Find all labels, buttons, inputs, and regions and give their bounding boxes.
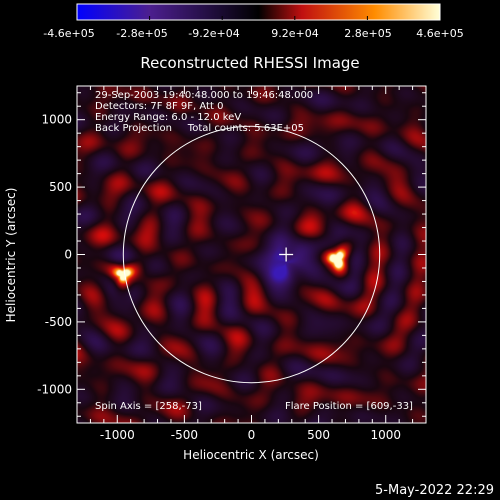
plot-title: Reconstructed RHESSI Image: [140, 54, 359, 72]
energy-range-text: Energy Range: 6.0 - 12.0 keV: [95, 112, 241, 123]
colorbar-tick-label: 2.8e+05: [344, 27, 391, 40]
x-tick-label: -1000: [100, 428, 135, 442]
y-tick-label: 0: [64, 248, 72, 262]
axis-tick-labels: -1000 -500 0 500 1000 -1000 -500 0 500 1000: [37, 113, 401, 442]
spin-axis-text: Spin Axis = [258,-73]: [95, 401, 202, 412]
y-tick-label: 500: [49, 180, 72, 194]
x-tick-label: 1000: [370, 428, 401, 442]
y-tick-label: -1000: [37, 382, 72, 396]
colorbar-tick-label: -4.6e+05: [43, 27, 94, 40]
time-range-text: 29-Sep-2003 19:40:48.000 to 19:46:48.000: [95, 90, 313, 101]
footer-date: 5-May-2022 22:29: [375, 483, 494, 498]
colorbar-ticks: [149, 16, 368, 20]
y-tick-label: -500: [45, 315, 72, 329]
x-tick-label: -500: [171, 428, 198, 442]
colorbar-tick-label: 4.6e+05: [416, 27, 463, 40]
x-tick-label: 500: [307, 428, 330, 442]
y-tick-label: 1000: [41, 113, 72, 127]
colorbar-tick-label: -9.2e+04: [188, 27, 239, 40]
axis-ticks: [77, 86, 426, 423]
x-tick-label: 0: [248, 428, 256, 442]
flare-position-text: Flare Position = [609,-33]: [285, 401, 413, 412]
x-axis-title: Heliocentric X (arcsec): [183, 448, 319, 462]
colorbar-tick-label: 9.2e+04: [271, 27, 318, 40]
colorbar: [76, 3, 441, 21]
method-counts-text: Back Projection Total counts: 5.63E+05: [95, 123, 304, 134]
image-container: [77, 86, 426, 423]
solar-limb-circle: [122, 125, 381, 384]
flare-cross-marker: [279, 247, 294, 262]
detectors-text: Detectors: 7F 8F 9F, Att 0: [95, 101, 223, 112]
colorbar-tick-label: -2.8e+05: [116, 27, 167, 40]
reconstructed-image: [77, 86, 426, 423]
y-axis-title: Heliocentric Y (arcsec): [4, 188, 18, 323]
